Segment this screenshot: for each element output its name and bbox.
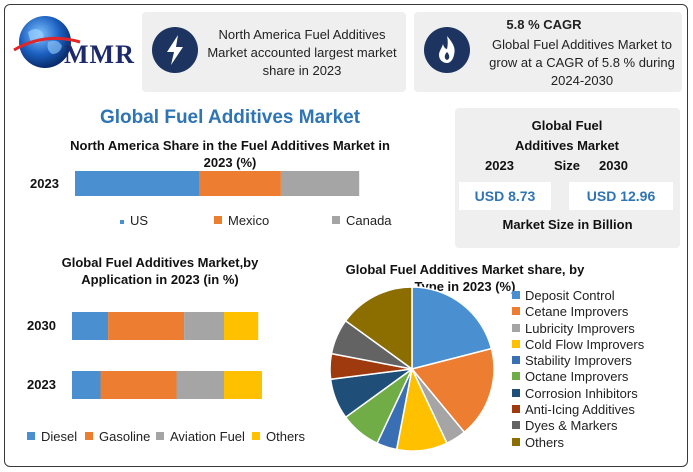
legend-label: Corrosion Inhibitors bbox=[525, 385, 638, 401]
bar-segment-others-2023 bbox=[224, 371, 262, 399]
info-card-cagr: 5.8 % CAGR Global Fuel Additives Market … bbox=[414, 12, 682, 92]
legend-type: Deposit Control Cetane Improvers Lubricity… bbox=[512, 288, 644, 451]
legend-swatch bbox=[252, 432, 260, 440]
legend-swatch bbox=[512, 339, 520, 348]
legend-item-dyes-markers: Dyes & Markers bbox=[512, 418, 644, 434]
legend-item-anti-icing-additives: Anti-Icing Additives bbox=[512, 402, 644, 418]
legend-item-aviation-fuel: Aviation Fuel bbox=[156, 429, 245, 444]
market-size-title: Global Fuel Additives Market Size bbox=[514, 118, 620, 173]
legend-swatch bbox=[512, 307, 520, 316]
bar-segment-gasoline-2023 bbox=[100, 371, 177, 399]
bar-segment-us bbox=[75, 171, 200, 196]
legend-label: Diesel bbox=[41, 429, 78, 444]
flame-icon bbox=[424, 27, 470, 73]
legend-swatch bbox=[512, 323, 520, 332]
card-text: North America Fuel Additives Market acco… bbox=[207, 27, 397, 78]
market-size-box: Global Fuel Additives Market Size 2023 2… bbox=[455, 108, 680, 248]
legend-label: Octane Improvers bbox=[525, 369, 629, 385]
mmr-logo: MMR bbox=[10, 12, 140, 82]
legend-swatch bbox=[512, 388, 520, 397]
legend-item-stability-improvers: Stability Improvers bbox=[512, 353, 644, 369]
legend-item-diesel: Diesel bbox=[27, 429, 77, 444]
bar-segment-others-2030 bbox=[224, 312, 259, 340]
legend-label: Others bbox=[525, 434, 565, 450]
bar-segment-canada bbox=[280, 171, 360, 196]
legend-label: Others bbox=[266, 429, 306, 444]
legend-label: Mexico bbox=[228, 213, 270, 228]
legend-swatch bbox=[512, 437, 520, 446]
legend-item-cold-flow-improvers: Cold Flow Improvers bbox=[512, 337, 644, 353]
legend-swatch bbox=[512, 372, 520, 381]
legend-item-deposit-control: Deposit Control bbox=[512, 288, 644, 304]
legend-swatch bbox=[512, 291, 520, 299]
legend-label: US bbox=[130, 213, 149, 228]
pie-slice-cetane-improvers bbox=[410, 347, 495, 434]
legend-swatch bbox=[214, 216, 222, 224]
chart-title-type: Global Fuel Additives Market share, by T… bbox=[345, 262, 585, 294]
legend-item-mexico: Mexico bbox=[214, 213, 269, 228]
legend-item-octane-improvers: Octane Improvers bbox=[512, 369, 644, 385]
bar-segment-mexico bbox=[199, 171, 281, 196]
legend-label: Gasoline bbox=[99, 429, 151, 444]
legend-swatch bbox=[85, 432, 93, 440]
bar-segment-aviation-fuel-2023 bbox=[176, 371, 224, 399]
legend-swatch bbox=[512, 405, 520, 414]
legend-item-others: Others bbox=[252, 429, 305, 444]
chart-title-application: Global Fuel Additives Market,by Applicat… bbox=[61, 255, 259, 287]
infographic-frame bbox=[4, 4, 688, 467]
year-2030-label: 2030 bbox=[599, 158, 628, 173]
bar-segment-aviation-fuel-2030 bbox=[184, 312, 224, 340]
legend-swatch bbox=[332, 216, 340, 224]
globe-icon bbox=[13, 16, 81, 68]
legend-item-us: US bbox=[120, 213, 148, 228]
category-label: 2030 bbox=[27, 318, 56, 333]
logo-text: MMR bbox=[64, 40, 135, 69]
legend-swatch bbox=[512, 421, 520, 430]
legend-item-lubricity-improvers: Lubricity Improvers bbox=[512, 321, 644, 337]
market-size-footer: Market Size in Billion bbox=[502, 217, 633, 232]
legend-label: Stability Improvers bbox=[525, 353, 632, 369]
pie-slice-others bbox=[344, 286, 413, 371]
bar-segment-diesel-2023 bbox=[72, 371, 101, 399]
legend-label: Canada bbox=[346, 213, 392, 228]
card-text: Global Fuel Additives Market to grow at … bbox=[489, 37, 675, 88]
legend-item-cetane-improvers: Cetane Improvers bbox=[512, 304, 644, 320]
legend-item-others: Others bbox=[512, 435, 644, 451]
info-card-north-america: North America Fuel Additives Market acco… bbox=[142, 12, 406, 92]
legend-swatch bbox=[120, 220, 124, 224]
pie-slice-deposit-control bbox=[411, 286, 493, 370]
legend-label: Anti-Icing Additives bbox=[525, 402, 635, 418]
legend-label: Cold Flow Improvers bbox=[525, 336, 645, 352]
main-title: Global Fuel Additives Market bbox=[99, 107, 361, 128]
legend-item-gasoline: Gasoline bbox=[85, 429, 150, 444]
legend-swatch bbox=[27, 432, 35, 440]
bar-segment-diesel-2030 bbox=[72, 312, 109, 340]
legend-label: Dyes & Markers bbox=[525, 418, 618, 434]
legend-swatch bbox=[512, 356, 520, 365]
lightning-icon bbox=[152, 27, 198, 73]
legend-label: Lubricity Improvers bbox=[525, 320, 635, 336]
cagr-title: 5.8 % CAGR bbox=[506, 17, 582, 32]
legend-swatch bbox=[156, 432, 164, 440]
chart-title-north-america: North America Share in the Fuel Additive… bbox=[70, 138, 390, 170]
market-size-2023-value: USD 8.73 bbox=[459, 182, 551, 210]
legend-item-corrosion-inhibitors: Corrosion Inhibitors bbox=[512, 386, 644, 402]
year-2023-label: 2023 bbox=[485, 158, 514, 173]
market-size-2030-value: USD 12.96 bbox=[569, 182, 673, 210]
legend-label: Aviation Fuel bbox=[170, 429, 245, 444]
category-label: 2023 bbox=[30, 176, 59, 191]
legend-label: Deposit Control bbox=[525, 288, 615, 303]
legend-item-canada: Canada bbox=[332, 213, 392, 228]
category-label: 2023 bbox=[27, 377, 56, 392]
bar-segment-gasoline-2030 bbox=[108, 312, 185, 340]
legend-label: Cetane Improvers bbox=[525, 304, 629, 320]
